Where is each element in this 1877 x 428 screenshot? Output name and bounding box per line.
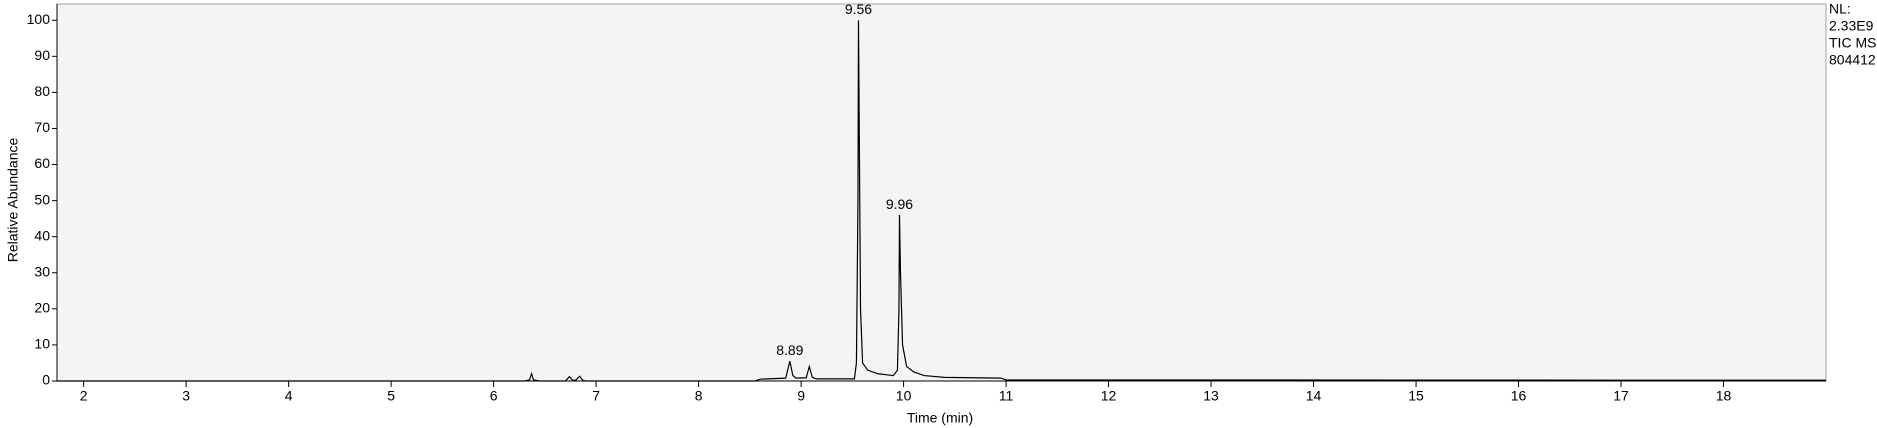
x-tick-label: 8 [695, 388, 703, 404]
x-tick-label: 6 [490, 388, 498, 404]
info-text: 2.33E9 [1829, 18, 1874, 34]
peak-label: 8.89 [776, 342, 803, 358]
y-tick-label: 30 [34, 263, 50, 279]
info-text: TIC MS [1829, 35, 1876, 51]
y-tick-label: 20 [34, 300, 50, 316]
y-tick-label: 10 [34, 336, 50, 352]
peak-label: 9.56 [845, 1, 872, 17]
x-tick-label: 15 [1408, 388, 1424, 404]
x-tick-label: 5 [387, 388, 395, 404]
x-tick-label: 12 [1101, 388, 1117, 404]
x-tick-label: 11 [999, 388, 1014, 404]
info-text: NL: [1829, 1, 1851, 17]
info-text: 804412 [1829, 52, 1876, 68]
y-tick-label: 60 [34, 155, 50, 171]
x-tick-label: 18 [1716, 388, 1732, 404]
y-tick-label: 50 [34, 191, 50, 207]
x-tick-label: 4 [285, 388, 293, 404]
y-axis-label: Relative Abundance [5, 138, 21, 263]
y-tick-label: 80 [34, 83, 50, 99]
x-tick-label: 2 [80, 388, 88, 404]
x-tick-label: 9 [797, 388, 805, 404]
x-tick-label: 3 [182, 388, 190, 404]
peak-label: 9.96 [886, 196, 913, 212]
x-tick-label: 10 [896, 388, 912, 404]
x-tick-label: 14 [1306, 388, 1322, 404]
y-tick-label: 100 [27, 11, 51, 27]
x-tick-label: 7 [592, 388, 600, 404]
y-tick-label: 40 [34, 227, 50, 243]
y-tick-label: 70 [34, 119, 50, 135]
y-tick-label: 0 [42, 372, 50, 388]
chromatogram-line [57, 20, 1827, 382]
x-tick-label: 17 [1613, 388, 1629, 404]
plot-area [56, 3, 1827, 382]
y-tick-label: 90 [34, 47, 50, 63]
x-tick-label: 13 [1203, 388, 1219, 404]
x-tick-label: 16 [1511, 388, 1527, 404]
x-axis-label: Time (min) [907, 410, 973, 426]
